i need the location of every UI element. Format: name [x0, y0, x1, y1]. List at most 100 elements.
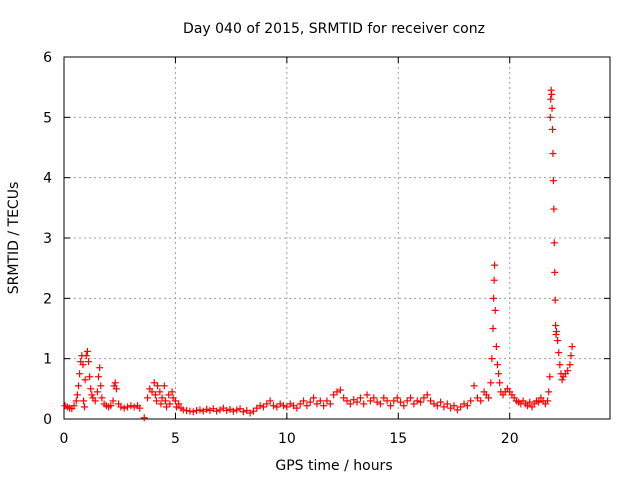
data-point [546, 373, 554, 381]
data-point [353, 398, 361, 406]
data-point [259, 403, 267, 411]
data-point [568, 343, 576, 351]
data-point [179, 406, 187, 414]
data-point [148, 388, 156, 396]
data-point [553, 328, 561, 336]
data-point [313, 400, 321, 408]
data-point [440, 403, 448, 411]
data-point [485, 394, 493, 402]
data-point [263, 400, 271, 408]
data-point [490, 294, 498, 302]
data-point [567, 352, 575, 360]
y-tick-label: 1 [43, 352, 52, 368]
y-tick-label: 6 [43, 50, 52, 66]
data-point [495, 370, 503, 378]
data-point [74, 382, 82, 390]
data-point [550, 205, 558, 213]
data-point [390, 397, 398, 405]
data-point [150, 379, 158, 387]
data-point [239, 408, 247, 416]
data-point [283, 403, 291, 411]
data-point [280, 402, 288, 410]
data-point [356, 394, 364, 402]
data-point [492, 343, 500, 351]
data-point [72, 397, 80, 405]
data-point [144, 394, 152, 402]
data-point [97, 382, 105, 390]
data-point [403, 397, 411, 405]
data-point [300, 397, 308, 405]
data-point [76, 370, 84, 378]
data-point [216, 406, 224, 414]
y-tick-label: 5 [43, 110, 52, 126]
data-point [393, 394, 401, 402]
data-point [233, 406, 241, 414]
data-point [554, 337, 562, 345]
data-point [320, 402, 328, 410]
data-point [555, 349, 563, 357]
data-point [397, 398, 405, 406]
data-point [117, 403, 125, 411]
data-point [82, 352, 90, 360]
data-points [61, 86, 576, 422]
data-point [420, 394, 428, 402]
data-point [410, 400, 418, 408]
data-point [168, 388, 176, 396]
data-point [477, 397, 485, 405]
data-point [88, 391, 96, 399]
data-point [470, 382, 478, 390]
data-point [489, 325, 497, 332]
data-point [199, 407, 207, 415]
data-point [453, 406, 461, 414]
data-point [140, 414, 148, 422]
data-point [386, 402, 394, 410]
axis-ticks: 0 1 2 3 4 5 6 0 5 10 15 20 [43, 50, 610, 447]
data-point [303, 402, 311, 410]
data-point [193, 407, 201, 415]
data-point [293, 404, 301, 412]
data-point [346, 400, 354, 408]
data-point [336, 386, 344, 394]
data-point [427, 397, 435, 405]
data-point [550, 239, 558, 247]
data-point [236, 405, 244, 413]
y-tick-label: 2 [43, 291, 52, 307]
grid-lines [64, 57, 610, 419]
data-point [156, 388, 164, 396]
data-point [70, 402, 78, 410]
data-point [266, 397, 274, 405]
data-point [316, 397, 324, 405]
data-point [546, 113, 554, 121]
data-point [400, 402, 408, 410]
data-point [366, 397, 374, 405]
data-point [360, 400, 368, 408]
y-tick-label: 3 [43, 231, 52, 247]
data-point [171, 397, 179, 405]
data-point [120, 404, 128, 412]
data-point [473, 394, 481, 402]
data-point [203, 405, 211, 413]
data-point [226, 405, 234, 413]
data-point [491, 261, 499, 269]
data-point [85, 358, 93, 366]
data-point [154, 382, 162, 390]
data-point [376, 400, 384, 408]
data-point [417, 398, 425, 406]
data-point [552, 321, 560, 329]
data-point [548, 90, 556, 98]
data-point [107, 402, 115, 410]
x-tick-label: 20 [501, 431, 519, 447]
data-point [151, 391, 159, 399]
x-axis-title: GPS time / hours [275, 458, 392, 474]
data-point [330, 391, 338, 399]
data-point [73, 391, 81, 399]
data-point [206, 407, 214, 415]
data-point [152, 397, 160, 405]
data-point [96, 364, 104, 372]
data-point [564, 367, 572, 375]
data-point [433, 402, 441, 410]
data-point [189, 408, 197, 416]
data-point [467, 397, 475, 405]
data-point [93, 388, 101, 396]
data-point [161, 397, 169, 405]
